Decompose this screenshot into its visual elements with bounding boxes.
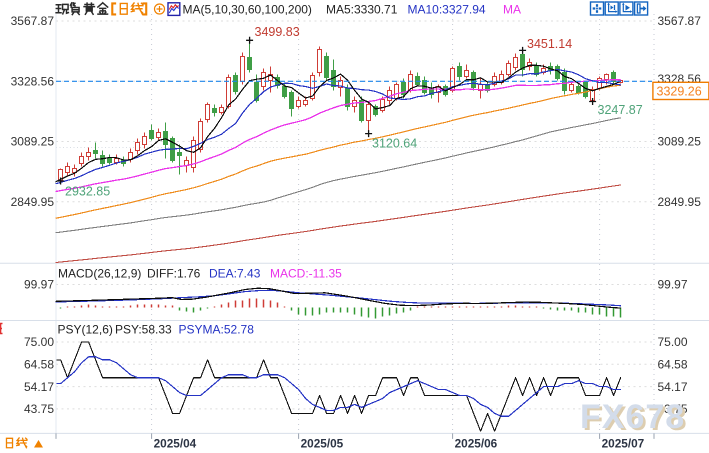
- svg-text:MACD:-11.35: MACD:-11.35: [270, 267, 342, 281]
- svg-text:3328.56: 3328.56: [11, 75, 55, 89]
- svg-text:3567.87: 3567.87: [658, 14, 702, 28]
- svg-text:FX678: FX678: [583, 400, 688, 438]
- svg-text:2849.95: 2849.95: [11, 195, 55, 209]
- svg-text:3451.14: 3451.14: [527, 37, 572, 51]
- svg-text:2025/04: 2025/04: [154, 437, 197, 451]
- svg-text:DIFF:1.76: DIFF:1.76: [147, 267, 201, 281]
- svg-text:43.75: 43.75: [24, 402, 54, 416]
- svg-text:PSY(12,6): PSY(12,6): [58, 323, 113, 337]
- svg-text:3089.25: 3089.25: [11, 135, 55, 149]
- svg-text:3499.83: 3499.83: [255, 25, 300, 39]
- svg-text:64.58: 64.58: [658, 358, 688, 372]
- svg-text:54.17: 54.17: [658, 380, 688, 394]
- svg-text:2025/07: 2025/07: [602, 437, 645, 451]
- svg-text:99.97: 99.97: [658, 278, 688, 292]
- svg-text:3329.26: 3329.26: [657, 85, 702, 99]
- svg-text:MA: MA: [503, 3, 521, 17]
- svg-text:DEA:7.43: DEA:7.43: [209, 267, 261, 281]
- svg-text:2025/05: 2025/05: [301, 437, 344, 451]
- svg-text:3247.87: 3247.87: [598, 103, 643, 117]
- svg-text:PSYMA:52.78: PSYMA:52.78: [179, 323, 255, 337]
- svg-text:3089.25: 3089.25: [658, 135, 702, 149]
- svg-text:75.00: 75.00: [658, 335, 688, 349]
- svg-text:64.58: 64.58: [24, 358, 54, 372]
- svg-text:43.75: 43.75: [658, 402, 688, 416]
- svg-text:MA10:3327.94: MA10:3327.94: [408, 3, 486, 17]
- svg-text:MA5:3330.71: MA5:3330.71: [326, 3, 398, 17]
- svg-text:2849.95: 2849.95: [658, 195, 702, 209]
- svg-text:3567.87: 3567.87: [11, 14, 55, 28]
- svg-text:2932.85: 2932.85: [65, 185, 110, 199]
- svg-text:2025/06: 2025/06: [455, 437, 498, 451]
- svg-text:99.97: 99.97: [24, 278, 54, 292]
- svg-text:FX678: FX678: [580, 398, 685, 436]
- svg-text:MA(5,10,30,60,100,200): MA(5,10,30,60,100,200): [183, 3, 312, 17]
- svg-text:54.17: 54.17: [24, 380, 54, 394]
- svg-text:3120.64: 3120.64: [372, 137, 417, 151]
- svg-text:MACD(26,12,9): MACD(26,12,9): [58, 267, 141, 281]
- svg-text:75.00: 75.00: [24, 335, 54, 349]
- svg-text:PSY:58.33: PSY:58.33: [115, 323, 172, 337]
